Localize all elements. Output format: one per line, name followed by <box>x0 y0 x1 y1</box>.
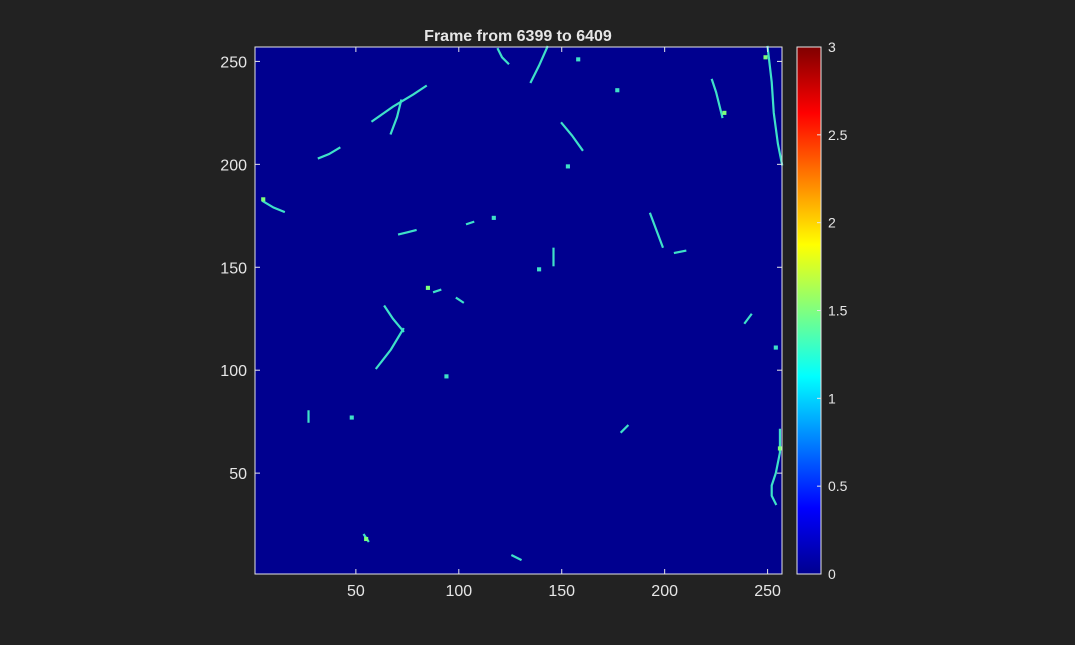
colorbar-tick-label: 2 <box>828 215 836 231</box>
heatmap-track-22 <box>425 285 430 290</box>
y-tick-label: 200 <box>220 157 247 174</box>
heatmap-track-34 <box>777 446 782 451</box>
heatmap-track-9 <box>389 99 403 135</box>
heatmap-track-16 <box>465 220 475 226</box>
heatmap-track-0 <box>496 47 510 66</box>
colorbar-tick-label: 0 <box>828 566 836 582</box>
heatmap-track-1 <box>529 45 549 84</box>
heatmap-track-26 <box>374 327 405 370</box>
y-tick-label: 250 <box>220 54 247 71</box>
heatmap-track-12 <box>565 164 570 169</box>
heatmap-track-32 <box>619 424 630 434</box>
heatmap-track-8 <box>370 84 428 123</box>
heatmap-track-27 <box>743 313 753 325</box>
y-tick-label: 50 <box>229 466 247 483</box>
heatmap-track-28 <box>773 345 778 350</box>
heatmap-track-24 <box>455 296 465 304</box>
colorbar-tick-label: 1.5 <box>828 303 848 319</box>
heatmap-track-11 <box>560 121 584 152</box>
heatmap-track-19 <box>673 249 687 255</box>
axes-frame <box>254 46 783 575</box>
heatmap-track-6 <box>766 45 784 166</box>
x-tick-label: 150 <box>548 583 575 600</box>
heatmap-track-29 <box>444 374 449 379</box>
heatmap-track-4 <box>710 78 724 119</box>
heatmap-tracks <box>261 45 784 562</box>
x-tick-label: 50 <box>347 583 365 600</box>
heatmap-track-23 <box>432 288 442 294</box>
colorbar-ticks: 0 0.5 1 1.5 2 2.5 3 <box>817 39 848 582</box>
heatmap-plot-area <box>255 47 782 574</box>
colorbar-tick-label: 1 <box>828 390 836 406</box>
heatmap-track-13 <box>261 199 286 214</box>
heatmap-track-7 <box>763 55 768 60</box>
heatmap-track-5 <box>722 110 727 115</box>
colorbar-tick-label: 3 <box>828 39 836 55</box>
y-axis: 50 100 150 200 250 <box>220 54 782 483</box>
heatmap-track-36 <box>364 536 369 542</box>
heatmap-track-21 <box>537 267 542 272</box>
heatmap-track-18 <box>648 212 665 249</box>
heatmap-track-15 <box>397 228 417 236</box>
colorbar-tick-label: 0.5 <box>828 478 848 494</box>
y-tick-label: 100 <box>220 363 247 380</box>
heatmap-track-31 <box>349 415 354 420</box>
heatmap-track-25 <box>383 304 405 333</box>
x-axis: 50 100 150 200 250 <box>347 47 781 600</box>
x-tick-label: 200 <box>651 583 678 600</box>
x-tick-label: 100 <box>445 583 472 600</box>
heatmap-track-3 <box>615 88 620 93</box>
heatmap-track-2 <box>576 57 581 62</box>
colorbar-tick-label: 2.5 <box>828 127 848 143</box>
heatmap-track-14 <box>261 197 266 202</box>
heatmap-track-37 <box>510 553 523 562</box>
y-tick-label: 150 <box>220 260 247 277</box>
heatmap-track-17 <box>491 215 496 220</box>
chart-title: Frame from 6399 to 6409 <box>424 28 612 45</box>
heatmap-track-10 <box>317 146 341 160</box>
x-tick-label: 250 <box>754 583 781 600</box>
